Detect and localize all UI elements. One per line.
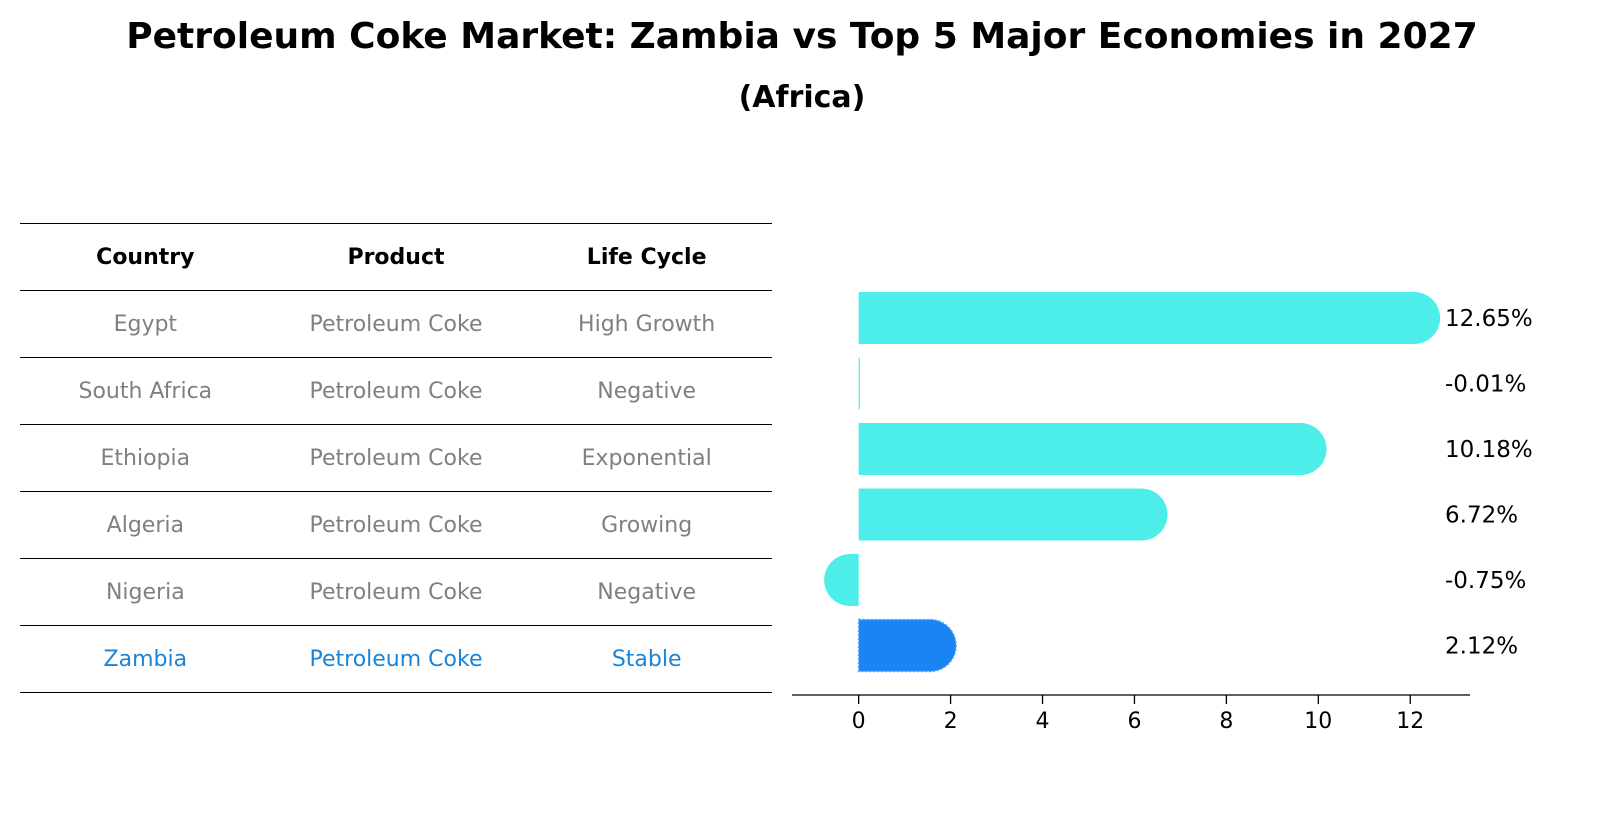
bar-nigeria: [824, 554, 859, 606]
value-label-egypt: 12.65%: [1445, 306, 1533, 332]
table-header-row: Country Product Life Cycle: [20, 223, 772, 291]
cell-product: Petroleum Coke: [270, 424, 522, 492]
bars-layer: [824, 292, 1441, 673]
column-header-life-cycle: Life Cycle: [521, 223, 772, 291]
cell-country: Ethiopia: [20, 424, 271, 492]
value-labels-layer: 12.65% -0.01% 10.18% 6.72% -0.75% 2.12%: [1445, 306, 1533, 660]
value-label-zambia: 2.12%: [1445, 634, 1518, 660]
x-tick-label: 4: [1036, 709, 1050, 734]
x-tick-label: 12: [1396, 709, 1424, 734]
cell-country: South Africa: [20, 357, 271, 425]
table-row-highlight: Zambia Petroleum Coke Stable: [20, 625, 772, 693]
table-row: Ethiopia Petroleum Coke Exponential: [20, 424, 772, 492]
lifecycle-table: Country Product Life Cycle Egypt Petrole…: [20, 223, 772, 693]
column-header-country: Country: [20, 223, 271, 291]
value-label-nigeria: -0.75%: [1445, 568, 1526, 594]
cell-country: Algeria: [20, 491, 271, 559]
x-tick-label: 2: [944, 709, 958, 734]
cell-life-cycle: Stable: [521, 625, 772, 693]
cell-product: Petroleum Coke: [270, 625, 522, 693]
x-tick-label: 6: [1127, 709, 1141, 734]
chart-subtitle: (Africa): [738, 80, 866, 115]
table-row: Nigeria Petroleum Coke Negative: [20, 558, 772, 626]
table-row: Algeria Petroleum Coke Growing: [20, 491, 772, 559]
column-header-product: Product: [270, 223, 522, 291]
bar-ethiopia: [858, 423, 1327, 475]
chart-title: Petroleum Coke Market: Zambia vs Top 5 M…: [126, 16, 1478, 57]
cell-life-cycle: Negative: [521, 357, 772, 425]
cell-country: Nigeria: [20, 558, 271, 626]
cell-product: Petroleum Coke: [270, 491, 522, 559]
value-label-algeria: 6.72%: [1445, 503, 1518, 529]
cell-life-cycle: Negative: [521, 558, 772, 626]
country-table: Country Product Life Cycle Egypt Petrole…: [20, 223, 772, 693]
x-axis-ticks: 0 2 4 6 8 10 12: [852, 695, 1424, 734]
bar-south-africa: [858, 357, 860, 410]
bar-zambia: [857, 618, 957, 673]
x-tick-label: 10: [1304, 709, 1332, 734]
value-label-ethiopia: 10.18%: [1445, 437, 1533, 463]
cell-product: Petroleum Coke: [270, 290, 522, 358]
growth-bar-chart: 12.65% -0.01% 10.18% 6.72% -0.75% 2.12% 0 2 4 6 8…: [792, 292, 1533, 734]
bar-algeria: [858, 488, 1168, 541]
cell-country: Egypt: [20, 290, 271, 358]
cell-life-cycle: High Growth: [521, 290, 772, 358]
cell-product: Petroleum Coke: [270, 558, 522, 626]
x-tick-label: 0: [852, 709, 866, 734]
bar-egypt: [858, 292, 1441, 344]
table-row: Egypt Petroleum Coke High Growth: [20, 290, 772, 358]
cell-product: Petroleum Coke: [270, 357, 522, 425]
cell-life-cycle: Growing: [521, 491, 772, 559]
cell-country: Zambia: [20, 625, 271, 693]
cell-life-cycle: Exponential: [521, 424, 772, 492]
value-label-south-africa: -0.01%: [1445, 372, 1526, 398]
table-row: South Africa Petroleum Coke Negative: [20, 357, 772, 425]
x-tick-label: 8: [1219, 709, 1233, 734]
